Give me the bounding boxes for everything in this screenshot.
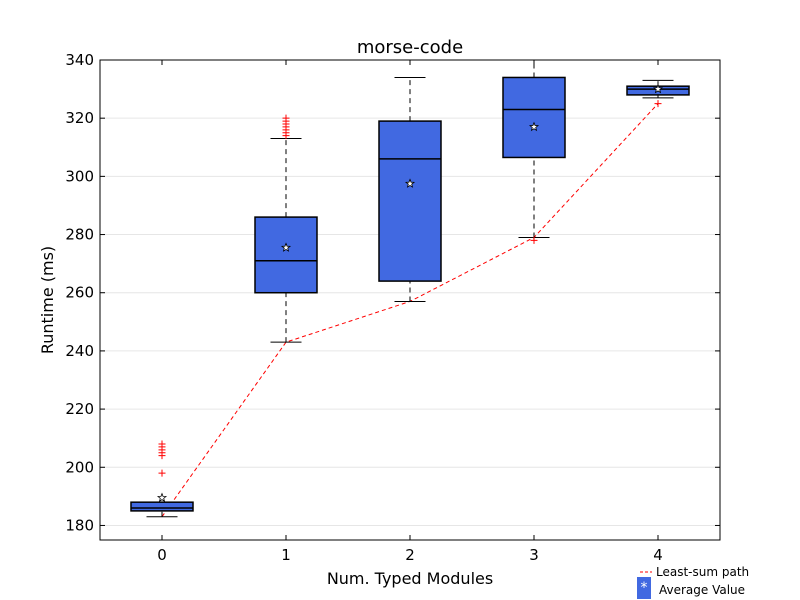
y-tick-label: 180 xyxy=(65,516,94,534)
chart-title: morse-code xyxy=(357,37,463,58)
y-axis-label: Runtime (ms) xyxy=(38,246,57,354)
y-tick-label: 320 xyxy=(65,109,94,127)
x-tick-label: 4 xyxy=(653,546,663,564)
outlier-marker xyxy=(530,236,538,244)
x-tick-label: 2 xyxy=(405,546,415,564)
box-group xyxy=(626,79,690,108)
x-tick-label: 0 xyxy=(157,546,167,564)
y-tick-label: 240 xyxy=(65,342,94,360)
box-group xyxy=(130,440,194,518)
box-group xyxy=(502,59,566,244)
legend-average-label: Average Value xyxy=(659,583,745,597)
outlier-marker xyxy=(158,469,166,477)
x-tick-label: 3 xyxy=(529,546,539,564)
outlier-marker xyxy=(158,440,166,448)
box-group xyxy=(378,76,442,302)
mean-marker xyxy=(280,242,292,252)
y-tick-label: 300 xyxy=(65,167,94,185)
mean-marker xyxy=(156,492,168,503)
box-iqr xyxy=(502,76,566,159)
outlier-marker xyxy=(282,114,290,122)
mean-marker xyxy=(404,178,416,188)
box-iqr xyxy=(130,501,194,512)
axis-ticks: 180 200 220 240 260 280 300 320 340 0 1 2 3 4 xyxy=(65,51,720,564)
y-tick-label: 260 xyxy=(65,284,94,302)
mean-marker xyxy=(652,83,664,94)
x-tick-label: 1 xyxy=(281,546,291,564)
box-iqr xyxy=(378,120,442,282)
boxes-layer xyxy=(130,59,690,518)
y-tick-label: 200 xyxy=(65,458,94,476)
y-tick-label: 340 xyxy=(65,51,94,69)
legend-path-label: Least-sum path xyxy=(656,565,749,579)
star-icon: * xyxy=(641,580,648,596)
mean-marker xyxy=(528,121,540,132)
box-iqr xyxy=(254,216,318,294)
y-tick-label: 220 xyxy=(65,400,94,418)
legend-average-swatch xyxy=(637,577,651,599)
box-group xyxy=(254,114,318,343)
x-axis-label: Num. Typed Modules xyxy=(327,569,493,588)
legend: Least-sum path * Average Value xyxy=(637,565,749,599)
outlier-marker xyxy=(654,100,662,108)
y-tick-label: 280 xyxy=(65,226,94,244)
